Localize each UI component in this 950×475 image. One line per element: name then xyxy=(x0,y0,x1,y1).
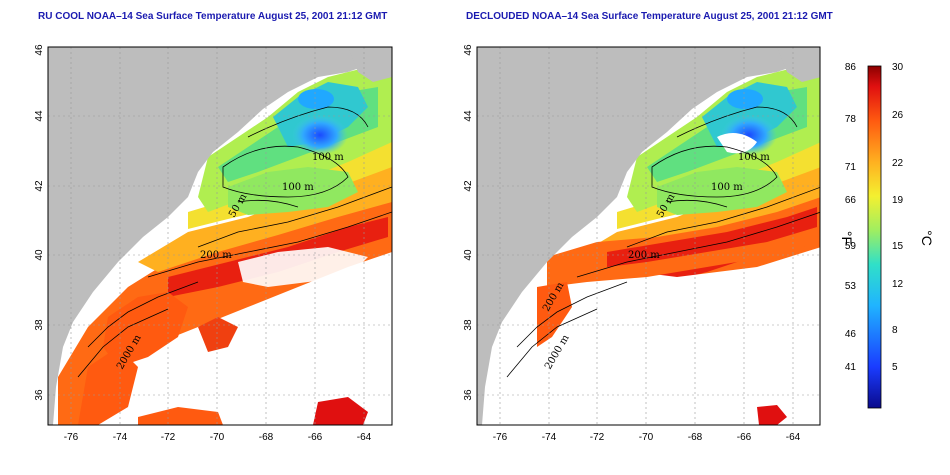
right-x-axis: -76 -74 -72 -70 -68 -66 -64 xyxy=(493,432,801,443)
right-y-tick: 44 xyxy=(463,110,474,122)
right-y-tick: 36 xyxy=(463,389,474,401)
right-panel-title: DECLOUDED NOAA–14 Sea Surface Temperatur… xyxy=(466,11,833,22)
colorbar-c-tick: 8 xyxy=(892,325,898,336)
colorbar-f-tick: 41 xyxy=(845,362,857,373)
left-y-tick: 36 xyxy=(34,389,45,401)
left-map-frame xyxy=(47,46,393,426)
colorbar-f-tick: 78 xyxy=(845,114,857,125)
colorbar-c-tick: 30 xyxy=(892,62,904,73)
left-x-axis: -76 -74 -72 -70 -68 -66 -64 xyxy=(64,432,372,443)
colorbar-f-tick: 86 xyxy=(845,62,857,73)
left-x-tick: -72 xyxy=(161,432,176,443)
left-sst-map xyxy=(48,47,392,425)
right-x-tick: -66 xyxy=(737,432,752,443)
colorbar-c-tick: 26 xyxy=(892,110,904,121)
left-x-tick: -68 xyxy=(259,432,274,443)
colorbar-f-tick: 46 xyxy=(845,329,857,340)
right-x-tick: -76 xyxy=(493,432,508,443)
left-y-tick: 44 xyxy=(34,110,45,122)
left-contour-label-100m-south: 100 m xyxy=(282,182,314,193)
right-contour-label-100m-south: 100 m xyxy=(711,182,743,193)
colorbar-c-tick: 19 xyxy=(892,195,904,206)
right-y-tick: 40 xyxy=(463,249,474,261)
right-x-tick: -68 xyxy=(688,432,703,443)
right-y-tick: 38 xyxy=(463,319,474,331)
colorbar-f-tick: 71 xyxy=(845,162,857,173)
left-x-tick: -74 xyxy=(113,432,128,443)
left-grid xyxy=(48,47,392,425)
right-map-frame xyxy=(476,46,821,426)
colorbar-f-tick: 53 xyxy=(845,281,857,292)
left-contour-label-200m: 200 m xyxy=(200,250,232,261)
colorbar-f-tick: 66 xyxy=(845,195,857,206)
colorbar-c-tick: 22 xyxy=(892,158,904,169)
left-y-tick: 46 xyxy=(34,44,45,56)
colorbar-gradient xyxy=(867,65,882,409)
colorbar-c-tick: 12 xyxy=(892,279,904,290)
right-contour-label-100m-north: 100 m xyxy=(738,152,770,163)
colorbar-celsius-unit: °C xyxy=(919,230,935,246)
right-contour-label-200m: 200 m xyxy=(628,250,660,261)
left-y-axis: 36 38 40 42 44 46 xyxy=(34,44,45,401)
left-x-tick: -76 xyxy=(64,432,79,443)
left-y-tick: 42 xyxy=(34,180,45,192)
left-y-tick: 38 xyxy=(34,319,45,331)
right-grid xyxy=(477,47,820,425)
left-x-tick: -66 xyxy=(308,432,323,443)
left-contour-label-100m-north: 100 m xyxy=(312,152,344,163)
right-y-axis: 36 38 40 42 44 46 xyxy=(463,44,474,401)
left-panel-title: RU COOL NOAA–14 Sea Surface Temperature … xyxy=(38,11,388,22)
colorbar-c-tick: 5 xyxy=(892,362,898,373)
temperature-colorbar: 86 78 71 66 59 53 46 41 30 26 22 19 15 1… xyxy=(839,62,935,409)
left-y-tick: 40 xyxy=(34,249,45,261)
right-sst-map xyxy=(477,47,820,425)
colorbar-fahrenheit-unit: °F xyxy=(839,231,855,245)
left-x-tick: -70 xyxy=(210,432,225,443)
right-x-tick: -70 xyxy=(639,432,654,443)
right-y-tick: 46 xyxy=(463,44,474,56)
right-x-tick: -72 xyxy=(590,432,605,443)
colorbar-f-tick: 59 xyxy=(845,241,857,252)
left-x-tick: -64 xyxy=(357,432,372,443)
right-y-tick: 42 xyxy=(463,180,474,192)
right-x-tick: -64 xyxy=(786,432,801,443)
colorbar-c-tick: 15 xyxy=(892,241,904,252)
right-x-tick: -74 xyxy=(542,432,557,443)
